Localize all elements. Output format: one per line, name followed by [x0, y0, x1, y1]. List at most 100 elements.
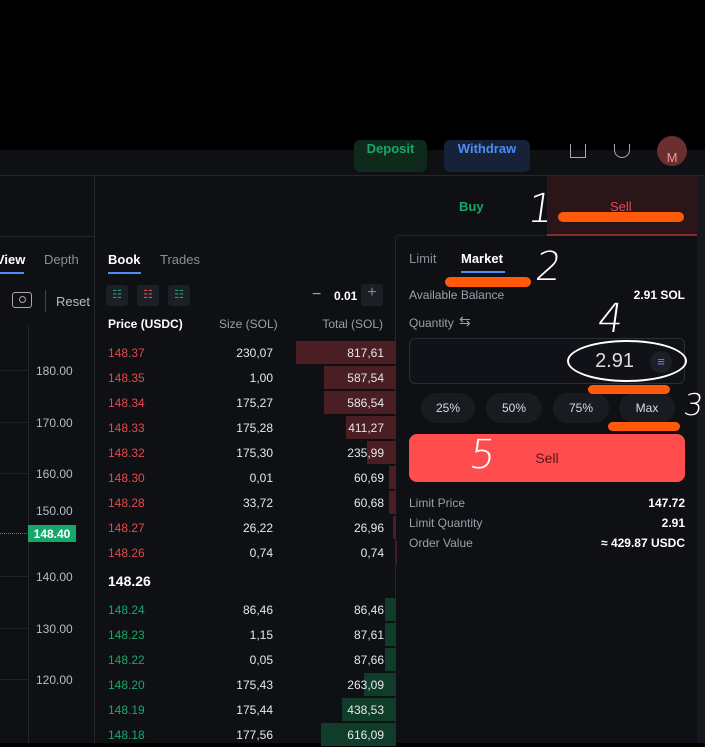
summary-order-value: Order Value≈ 429.87 USDC [409, 536, 685, 550]
bid-size: 177,56 [236, 728, 273, 742]
ask-price: 148.30 [108, 471, 145, 485]
annotation-underline [558, 212, 684, 222]
bid-total: 86,46 [354, 603, 384, 617]
ask-total: 587,54 [347, 371, 384, 385]
bid-total: 87,66 [354, 653, 384, 667]
market-tab[interactable]: Market [461, 251, 503, 266]
book-both-view-icon[interactable]: ☷ [106, 285, 128, 306]
quantity-label: Quantity [409, 316, 454, 330]
ask-row[interactable]: 148.32 175,30 235,99 [96, 440, 396, 465]
ask-row[interactable]: 148.27 26,22 26,96 [96, 515, 396, 540]
ask-size: 175,30 [236, 446, 273, 460]
ask-row[interactable]: 148.30 0,01 60,69 [96, 465, 396, 490]
ask-size: 26,22 [243, 521, 273, 535]
ask-price: 148.27 [108, 521, 145, 535]
header-total: Total (SOL) [322, 317, 383, 331]
axis-label: 170.00 [36, 416, 73, 430]
book-bids-view-icon[interactable]: ☷ [168, 285, 190, 306]
scrollbar[interactable] [697, 176, 705, 743]
wallet-icon[interactable] [570, 144, 586, 158]
header-size: Size (SOL) [219, 317, 278, 331]
bid-total: 263,09 [347, 678, 384, 692]
bid-size: 1,15 [250, 628, 273, 642]
book-asks-view-icon[interactable]: ☷ [137, 285, 159, 306]
camera-icon[interactable] [12, 292, 32, 308]
sell-tab[interactable]: Sell [547, 176, 697, 236]
depth-bar [389, 466, 396, 489]
axis-label: 150.00 [36, 504, 73, 518]
bid-price: 148.24 [108, 603, 145, 617]
reset-button[interactable]: Reset [56, 294, 90, 309]
ask-total: 235,99 [347, 446, 384, 460]
annotation-circle [567, 340, 687, 382]
available-balance-label: Available Balance [409, 288, 504, 302]
ask-total: 586,54 [347, 396, 384, 410]
tick-increase-button[interactable]: + [361, 284, 383, 306]
buy-tab[interactable]: Buy [459, 199, 484, 214]
ask-size: 175,28 [236, 421, 273, 435]
bid-row[interactable]: 148.24 86,46 86,46 [96, 597, 396, 622]
avatar[interactable]: M [657, 136, 687, 166]
mid-price: 148.26 [108, 573, 151, 589]
ask-total: 60,68 [354, 496, 384, 510]
deposit-button[interactable]: Deposit [354, 140, 427, 172]
ask-price: 148.34 [108, 396, 145, 410]
tab-depth[interactable]: Depth [44, 252, 79, 267]
ask-price: 148.28 [108, 496, 145, 510]
depth-bar [389, 491, 396, 514]
depth-bar [393, 516, 396, 539]
swap-unit-icon[interactable]: ⇆ [459, 313, 471, 330]
bid-price: 148.18 [108, 728, 145, 742]
percent-25-button[interactable]: 25% [421, 393, 475, 423]
axis-label: 140.00 [36, 570, 73, 584]
tick-decrease-button[interactable]: − [312, 286, 321, 304]
bid-row[interactable]: 148.18 177,56 616,09 [96, 722, 396, 747]
bid-total: 616,09 [347, 728, 384, 742]
ask-total: 60,69 [354, 471, 384, 485]
ask-total: 26,96 [354, 521, 384, 535]
settings-icon[interactable] [614, 144, 630, 158]
percent-50-button[interactable]: 50% [486, 393, 542, 423]
bid-price: 148.22 [108, 653, 145, 667]
ask-size: 0,74 [250, 546, 273, 560]
order-book: Book Trades ☷ ☷ ☷ − 0.01 + Price (USDC) … [96, 236, 396, 743]
ask-size: 0,01 [250, 471, 273, 485]
tab-book[interactable]: Book [108, 252, 141, 267]
bid-price: 148.23 [108, 628, 145, 642]
tab-view[interactable]: View [0, 252, 25, 267]
tab-trades[interactable]: Trades [160, 252, 200, 267]
withdraw-button[interactable]: Withdraw [444, 140, 530, 172]
percent-75-button[interactable]: 75% [553, 393, 609, 423]
axis-label: 160.00 [36, 467, 73, 481]
chart-panel: View Depth Reset 180.00 170.00 160.00 15… [0, 176, 95, 743]
max-button[interactable]: Max [619, 393, 675, 423]
ask-price: 148.32 [108, 446, 145, 460]
annotation-underline [608, 422, 680, 431]
annotation-underline [588, 385, 670, 394]
last-price-tag: 148.40 [28, 525, 76, 542]
top-header: Deposit Withdraw M [0, 150, 705, 176]
sell-submit-button[interactable]: Sell [409, 434, 685, 482]
header-price: Price (USDC) [108, 317, 183, 331]
limit-tab[interactable]: Limit [409, 251, 436, 266]
annotation-underline [445, 277, 531, 287]
axis-label: 180.00 [36, 364, 73, 378]
axis-label: 130.00 [36, 622, 73, 636]
ask-price: 148.33 [108, 421, 145, 435]
bid-price: 148.20 [108, 678, 145, 692]
ask-total: 817,61 [347, 346, 384, 360]
ask-size: 230,07 [236, 346, 273, 360]
bid-size: 86,46 [243, 603, 273, 617]
